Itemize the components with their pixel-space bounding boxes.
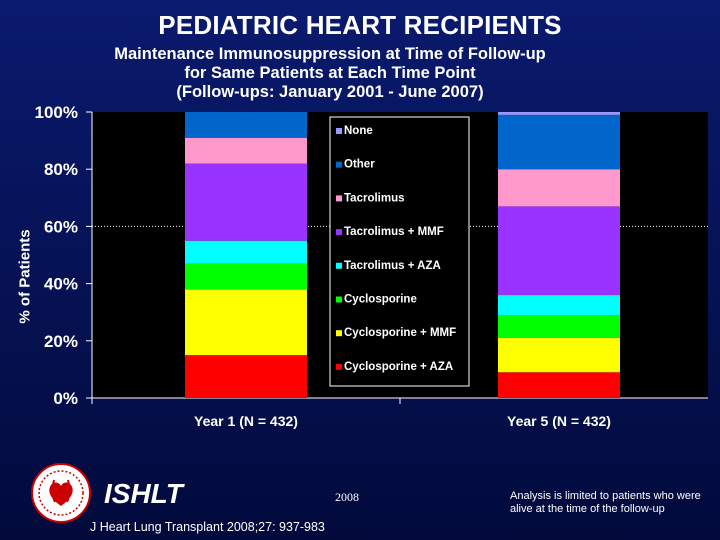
bar-segment-other <box>498 114 620 170</box>
legend-label: Cyclosporine + AZA <box>344 361 453 373</box>
bar-segment-other <box>185 112 307 138</box>
subtitle-line-1: Maintenance Immunosuppression at Time of… <box>114 45 546 63</box>
chart-subtitle: Maintenance Immunosuppression at Time of… <box>0 45 660 102</box>
citation: J Heart Lung Transplant 2008;27: 937-983 <box>90 520 325 534</box>
bar-segment-none <box>498 112 620 115</box>
legend-label: Tacrolimus + AZA <box>344 260 441 272</box>
bar-segment-tacrolimus <box>185 137 307 164</box>
legend-label: Other <box>344 159 375 171</box>
y-tick-label: 0% <box>53 389 78 408</box>
legend-swatch <box>336 330 342 337</box>
legend-label: Cyclosporine + MMF <box>344 327 456 339</box>
y-tick-label: 20% <box>44 332 78 351</box>
subtitle-line-2: for Same Patients at Each Time Point <box>184 64 476 82</box>
legend-label: None <box>344 125 373 137</box>
subtitle-line-3: (Follow-ups: January 2001 - June 2007) <box>176 83 484 101</box>
report-year: 2008 <box>335 490 359 504</box>
legend-swatch <box>336 195 342 202</box>
bar-segment-cyclosporine-aza <box>185 355 307 398</box>
x-category-label: Year 5 (N = 432) <box>507 413 611 429</box>
bar-segment-cyclosporine-aza <box>498 372 620 398</box>
legend-label: Tacrolimus <box>344 192 405 204</box>
legend-box <box>329 116 470 387</box>
page-title: PEDIATRIC HEART RECIPIENTS <box>158 10 562 40</box>
organization-name: ISHLT <box>104 478 183 509</box>
bar-segment-cyclosporine <box>185 263 307 290</box>
legend-swatch <box>336 296 342 303</box>
bar-segment-cyclosporine <box>498 315 620 338</box>
legend-swatch <box>336 161 342 168</box>
bar-segment-cyclosporine-mmf <box>498 337 620 373</box>
legend-swatch <box>336 128 342 134</box>
bar-segment-cyclosporine-mmf <box>185 289 307 356</box>
x-category-label: Year 1 (N = 432) <box>194 413 298 429</box>
bar-segment-tacrolimus-mmf <box>498 206 620 296</box>
analysis-note: Analysis is limited to patients who were… <box>510 490 701 515</box>
y-tick-label: 100% <box>35 103 78 122</box>
y-tick-label: 80% <box>44 160 78 179</box>
bar-segment-tacrolimus <box>498 169 620 207</box>
ishlt-seal-icon <box>31 463 91 523</box>
legend-label: Cyclosporine <box>344 294 417 306</box>
legend-swatch <box>336 229 342 236</box>
y-tick-label: 40% <box>44 275 78 294</box>
bar-segment-tacrolimus-aza <box>498 295 620 316</box>
y-tick-label: 60% <box>44 217 78 236</box>
bar-segment-tacrolimus-aza <box>185 240 307 264</box>
legend-label: Tacrolimus + MMF <box>344 226 444 238</box>
legend-swatch <box>336 262 342 269</box>
bar-segment-tacrolimus-mmf <box>185 163 307 241</box>
legend-swatch <box>336 363 342 370</box>
